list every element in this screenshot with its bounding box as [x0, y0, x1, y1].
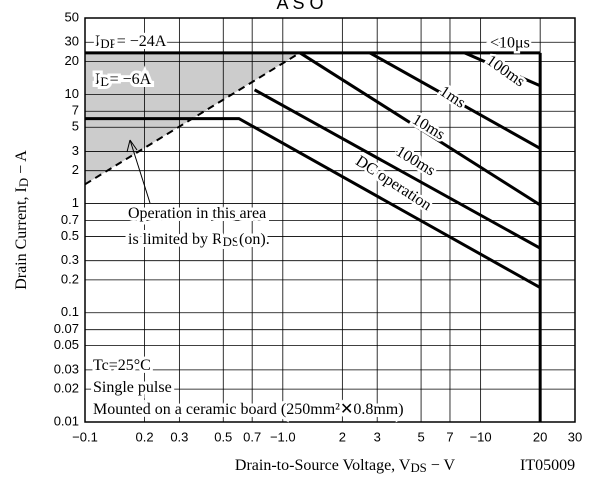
- x-tick-label: 0.5: [214, 429, 232, 444]
- x-tick-label: 7: [446, 429, 453, 444]
- annotation-part: D: [100, 75, 109, 89]
- arrow-head: [126, 139, 138, 153]
- series-line: [84, 51, 301, 186]
- arrow: [129, 139, 151, 204]
- series-line: [368, 51, 541, 150]
- y-tick-label: 0.02: [54, 381, 79, 396]
- annotation: Operation in this area: [128, 205, 266, 222]
- x-axis-label-part: Drain-to-Source Voltage, V: [235, 457, 411, 474]
- grid: [84, 17, 576, 423]
- y-tick-label: 0.01: [54, 413, 79, 428]
- series-line: [85, 117, 541, 289]
- annotation-part: Mounted on a ceramic board (250mm²✕0.8mm…: [93, 401, 404, 418]
- y-tick-label: 0.7: [61, 212, 79, 227]
- annotation: is limited by RDS(on).: [128, 231, 270, 250]
- x-tick-label: 0.2: [136, 429, 154, 444]
- y-tick-label: 0.5: [61, 228, 79, 243]
- x-tick-label: 3: [374, 429, 381, 444]
- x-tick-label: 20: [533, 429, 547, 444]
- x-tick-label: 5: [417, 429, 424, 444]
- annotation: Single pulse: [93, 379, 172, 396]
- y-axis-label-part: Drain Current, I: [13, 187, 30, 290]
- annotation-part: DP: [100, 37, 116, 51]
- y-tick-label: 50: [65, 9, 79, 24]
- shaded-area: [85, 52, 300, 185]
- annotation-part: DS: [223, 235, 239, 249]
- annotation: IT05009: [520, 457, 575, 474]
- series-label: <10μs: [490, 35, 530, 52]
- annotation-part: I: [95, 71, 100, 88]
- y-tick-label: 30: [65, 34, 79, 49]
- y-tick-label: 0.2: [61, 271, 79, 286]
- x-axis-label-part: − V: [427, 457, 456, 474]
- series-line: [253, 88, 541, 250]
- y-tick-label: 0.07: [54, 321, 79, 336]
- annotation-part: (on).: [239, 231, 270, 248]
- y-tick-label: 1: [72, 195, 79, 210]
- y-tick-label: 3: [72, 143, 79, 158]
- y-tick-label: 2: [72, 162, 79, 177]
- x-tick-label: 30: [568, 429, 582, 444]
- y-tick-label: 0.1: [61, 304, 79, 319]
- y-tick-label: 0.03: [54, 361, 79, 376]
- annotation: IDP= −24A: [95, 33, 167, 52]
- plot-frame: [84, 17, 576, 423]
- annotation-part: I: [95, 33, 100, 50]
- y-tick-label: 5: [72, 119, 79, 134]
- annotation-part: IT05009: [520, 457, 575, 474]
- annotation: Mounted on a ceramic board (250mm²✕0.8mm…: [93, 401, 404, 418]
- y-axis-label-part: D: [17, 178, 31, 187]
- x-tick-label: 0.7: [243, 429, 261, 444]
- x-tick-label: 2: [339, 429, 346, 444]
- chart-title: A S O: [276, 0, 323, 13]
- x-tick-label: −0.1: [72, 429, 98, 444]
- y-axis-label-part: − A: [13, 150, 30, 178]
- y-tick-label: 10: [65, 86, 79, 101]
- annotation-part: = −24A: [117, 33, 167, 50]
- marks: [84, 51, 542, 422]
- x-axis-label: Drain-to-Source Voltage, VDS − V: [235, 457, 456, 476]
- y-tick-label: 20: [65, 53, 79, 68]
- y-tick-label: 0.05: [54, 337, 79, 352]
- series-line: [464, 51, 541, 88]
- x-axis-label-part: DS: [410, 461, 426, 475]
- annotation-part: Single pulse: [93, 379, 172, 396]
- plot-back: [85, 18, 575, 422]
- x-tick-label: −10: [470, 429, 492, 444]
- annotation: Tc=25°C: [93, 357, 151, 374]
- annotation-part: = −6A: [110, 71, 152, 88]
- annotation-part: is limited by R: [128, 231, 223, 248]
- annotation-part: Operation in this area: [128, 205, 266, 222]
- x-tick-label: −1.0: [270, 429, 296, 444]
- y-tick-label: 7: [72, 103, 79, 118]
- x-tick-label: 0.3: [170, 429, 188, 444]
- y-tick-label: 0.3: [61, 252, 79, 267]
- annotation-part: Tc=25°C: [93, 357, 151, 374]
- y-axis-label: Drain Current, ID − A: [13, 150, 32, 290]
- annotation: ID= −6A: [95, 71, 152, 90]
- series-line: [299, 51, 541, 207]
